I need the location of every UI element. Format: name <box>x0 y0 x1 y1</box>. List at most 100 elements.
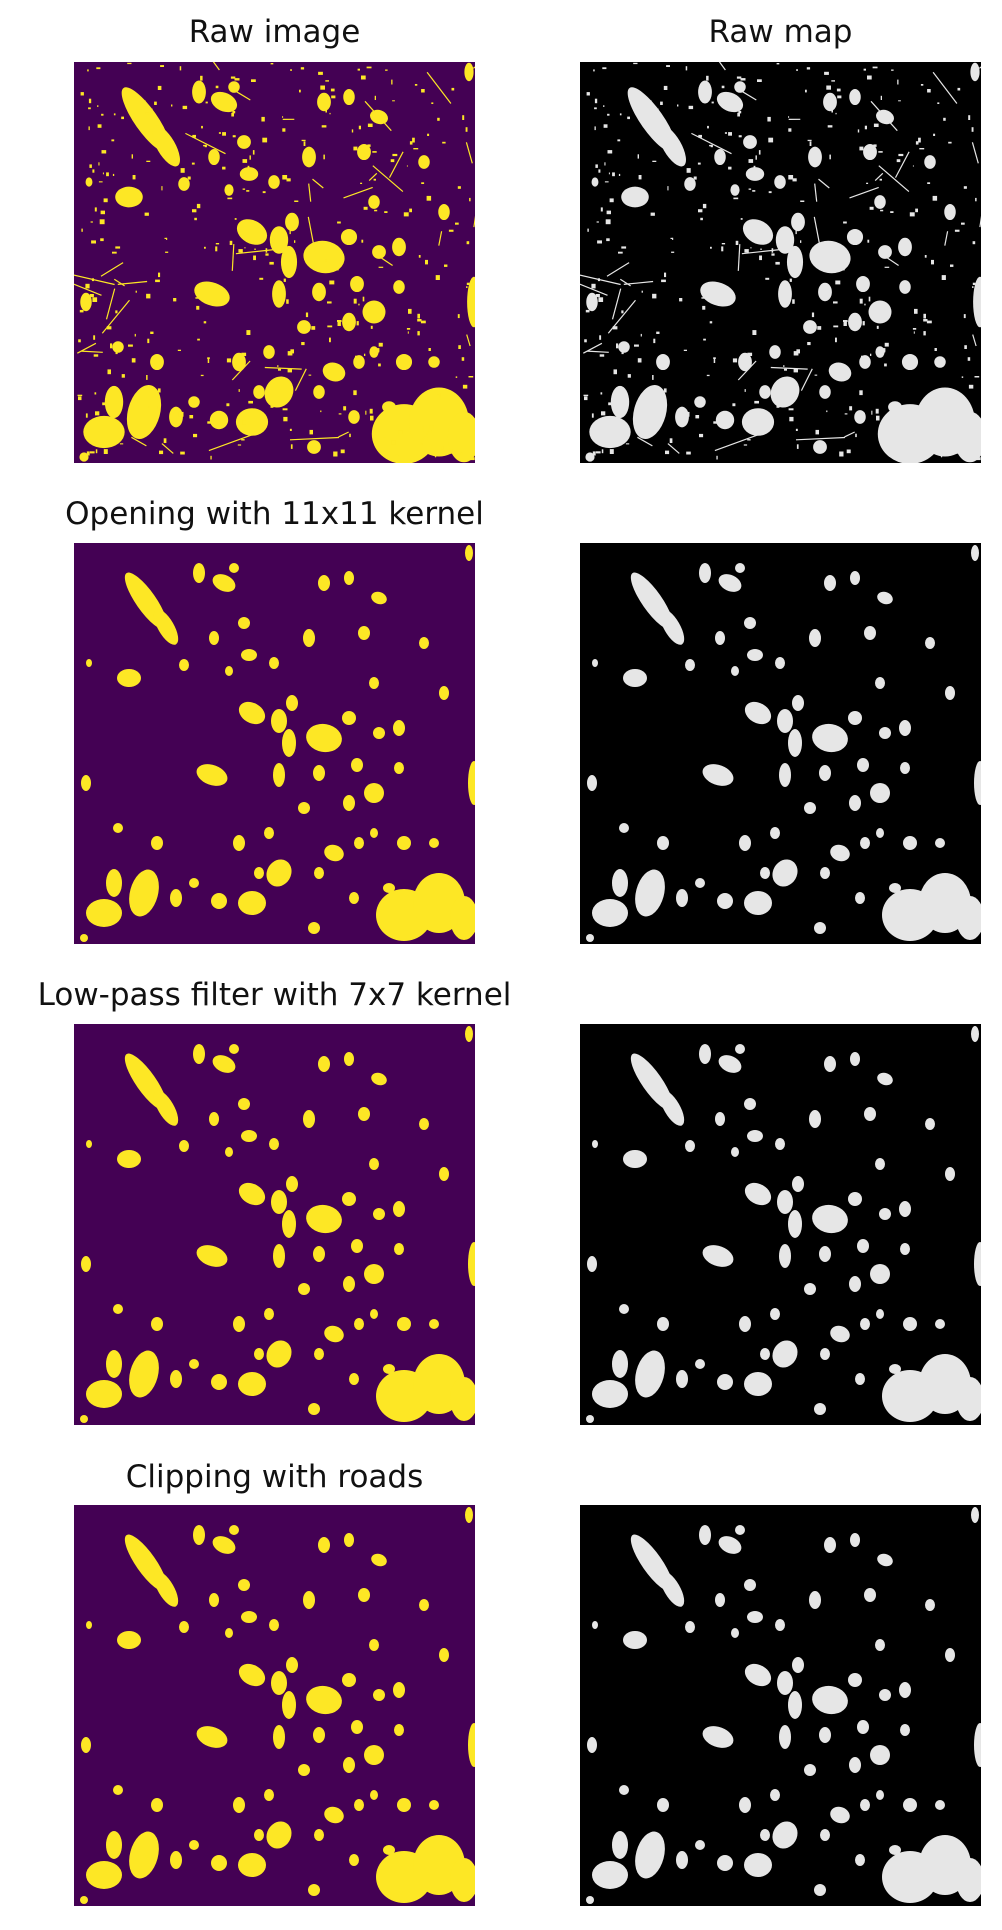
region-blob <box>698 80 712 104</box>
region-blob <box>592 1861 628 1889</box>
noise-speck <box>367 144 371 147</box>
noise-speck <box>909 212 915 217</box>
noise-speck <box>155 279 160 283</box>
region-blob <box>830 844 850 862</box>
region-blob <box>814 1884 826 1896</box>
panel-opening-image <box>74 543 475 944</box>
noise-speck <box>650 212 655 216</box>
region-blob <box>879 1689 891 1701</box>
noise-speck <box>863 68 866 71</box>
noise-speck <box>398 430 403 435</box>
noise-speck <box>360 182 363 184</box>
region-blob <box>209 1112 219 1126</box>
region-blob <box>264 1308 274 1320</box>
region-blob <box>657 1317 669 1331</box>
region-blob <box>850 1052 860 1066</box>
region-blob <box>271 709 287 733</box>
region-blob <box>192 80 206 104</box>
noise-line <box>77 342 97 354</box>
noise-speck <box>365 410 367 415</box>
region-blob <box>699 563 711 583</box>
noise-speck <box>584 339 587 343</box>
region-blob <box>370 828 378 838</box>
noise-speck <box>796 69 798 71</box>
noise-speck <box>237 444 242 446</box>
noise-speck <box>664 272 667 278</box>
noise-speck <box>827 125 833 128</box>
region-blob <box>786 245 804 279</box>
region-blob <box>86 899 122 927</box>
noise-speck <box>923 331 926 336</box>
region-blob <box>151 1317 163 1331</box>
noise-speck <box>241 352 247 356</box>
noise-speck <box>468 376 474 378</box>
region-blob <box>210 91 238 113</box>
noise-speck <box>160 65 164 67</box>
noise-speck <box>153 139 155 142</box>
noise-speck <box>748 420 752 425</box>
region-blob <box>659 1090 685 1126</box>
noise-speck <box>173 298 177 302</box>
noise-speck <box>768 191 772 194</box>
noise-speck <box>197 338 200 341</box>
region-blob <box>744 1853 772 1877</box>
region-blob <box>371 591 387 605</box>
noise-speck <box>303 141 306 146</box>
noise-speck <box>754 400 759 404</box>
noise-speck <box>201 125 203 129</box>
noise-line <box>667 443 680 454</box>
noise-speck <box>591 283 596 289</box>
noise-speck <box>164 237 167 239</box>
noise-speck <box>972 282 976 285</box>
region-blob <box>860 1318 870 1330</box>
noise-speck <box>831 109 833 113</box>
noise-speck <box>713 421 718 424</box>
noise-speck <box>747 439 751 441</box>
noise-speck <box>320 410 322 413</box>
noise-speck <box>408 308 412 314</box>
noise-line <box>844 431 855 438</box>
region-blob <box>117 669 141 687</box>
region-blob <box>820 1829 830 1841</box>
region-blob <box>741 408 775 436</box>
noise-speck <box>793 351 799 356</box>
noise-speck <box>918 137 921 143</box>
region-blob <box>657 1798 669 1812</box>
region-blob <box>877 591 893 605</box>
noise-line <box>117 280 148 285</box>
region-blob <box>925 1599 935 1611</box>
noise-speck <box>253 255 256 261</box>
region-blob <box>225 1628 233 1638</box>
noise-speck <box>178 411 184 417</box>
noise-line <box>289 436 340 441</box>
region-blob <box>196 1245 228 1267</box>
noise-line <box>426 71 452 104</box>
noise-speck <box>93 335 96 340</box>
noise-speck <box>796 444 799 449</box>
region-blob <box>178 177 190 191</box>
region-blob <box>298 1283 310 1295</box>
noise-speck <box>457 314 460 319</box>
noise-speck <box>880 95 882 100</box>
noise-speck <box>426 195 432 201</box>
noise-line <box>714 433 762 452</box>
noise-speck <box>146 293 151 299</box>
noise-speck <box>935 425 940 430</box>
noise-speck <box>374 209 378 212</box>
region-blob <box>612 1350 628 1378</box>
region-blob <box>715 410 735 430</box>
region-blob <box>879 1208 891 1220</box>
noise-speck <box>824 71 829 75</box>
region-blob <box>369 1639 379 1651</box>
region-blob <box>824 1537 836 1553</box>
noise-speck <box>418 255 421 258</box>
noise-speck <box>210 455 212 460</box>
noise-line <box>606 262 630 277</box>
noise-speck <box>605 219 611 225</box>
noise-speck <box>638 175 642 180</box>
noise-speck <box>657 108 659 111</box>
noise-speck <box>677 104 679 107</box>
region-blob <box>935 838 945 848</box>
noise-speck <box>606 210 611 215</box>
noise-speck <box>378 363 381 367</box>
